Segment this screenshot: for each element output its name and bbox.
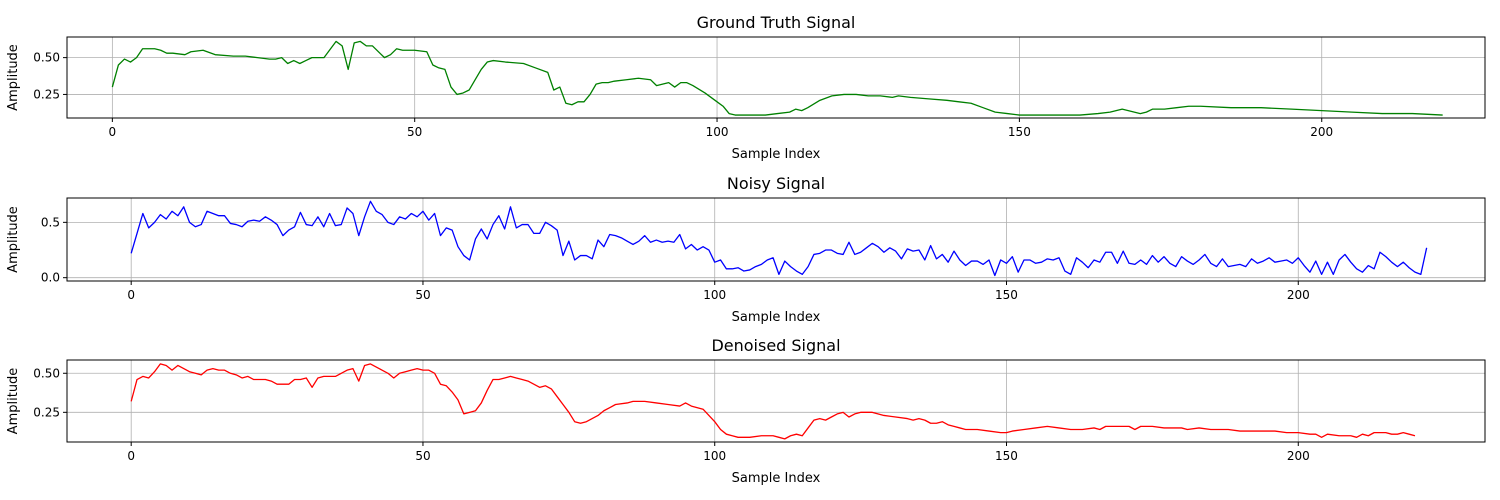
noisy-x-tick-label: 150 bbox=[995, 288, 1018, 302]
denoised-y-tick-label: 0.50 bbox=[33, 366, 60, 380]
noisy-x-tick-label: 100 bbox=[703, 288, 726, 302]
denoised-x-tick-label: 150 bbox=[995, 449, 1018, 463]
denoised-x-tick-label: 0 bbox=[127, 449, 135, 463]
noisy-title: Noisy Signal bbox=[727, 174, 825, 193]
ground-truth-axes-frame bbox=[66, 36, 1486, 119]
ground-truth-x-axis-label: Sample Index bbox=[732, 147, 821, 162]
ground-truth-x-tick-label: 100 bbox=[706, 125, 729, 139]
denoised-x-tick-label: 50 bbox=[415, 449, 430, 463]
noisy-x-tick-label: 50 bbox=[415, 288, 430, 302]
ground-truth-x-tick-label: 200 bbox=[1310, 125, 1333, 139]
noisy-y-tick-label: 0.5 bbox=[41, 215, 60, 229]
ground-truth-y-tick-label: 0.50 bbox=[33, 51, 60, 65]
denoised-series-line bbox=[130, 363, 1416, 440]
ground-truth-y-tick-label: 0.25 bbox=[33, 87, 60, 101]
ground-truth-title: Ground Truth Signal bbox=[697, 13, 856, 32]
noisy-y-axis-label: Amplitude bbox=[6, 206, 21, 273]
noisy-x-axis-label: Sample Index bbox=[732, 310, 821, 325]
noisy-x-tick-label: 0 bbox=[127, 288, 135, 302]
noisy-axes-frame bbox=[66, 197, 1486, 282]
noisy-panel: 0 50 100 150 200 0.0 0.5 Noisy Signal Sample Ind… bbox=[6, 174, 1486, 325]
ground-truth-x-tick-label: 0 bbox=[109, 125, 117, 139]
ground-truth-x-tick-label: 50 bbox=[407, 125, 422, 139]
noisy-series-line bbox=[130, 200, 1428, 277]
ground-truth-y-axis-label: Amplitude bbox=[6, 44, 21, 111]
denoised-title: Denoised Signal bbox=[711, 336, 840, 355]
denoised-x-axis-label: Sample Index bbox=[732, 471, 821, 486]
noisy-x-tick-label: 200 bbox=[1287, 288, 1310, 302]
ground-truth-x-tick-label: 150 bbox=[1008, 125, 1031, 139]
denoised-y-tick-label: 0.25 bbox=[33, 405, 60, 419]
ground-truth-panel: 0 50 100 150 200 0.25 0.50 Ground Truth Signal S… bbox=[6, 13, 1486, 162]
denoised-axes-frame bbox=[66, 359, 1486, 443]
denoised-x-tick-label: 100 bbox=[703, 449, 726, 463]
denoised-x-tick-label: 200 bbox=[1287, 449, 1310, 463]
denoised-panel: 0 50 100 150 200 0.25 0.50 Denoised Signal Sampl… bbox=[6, 336, 1486, 486]
denoised-y-axis-label: Amplitude bbox=[6, 368, 21, 435]
ground-truth-series-line bbox=[111, 40, 1443, 116]
noisy-y-tick-label: 0.0 bbox=[41, 271, 60, 285]
